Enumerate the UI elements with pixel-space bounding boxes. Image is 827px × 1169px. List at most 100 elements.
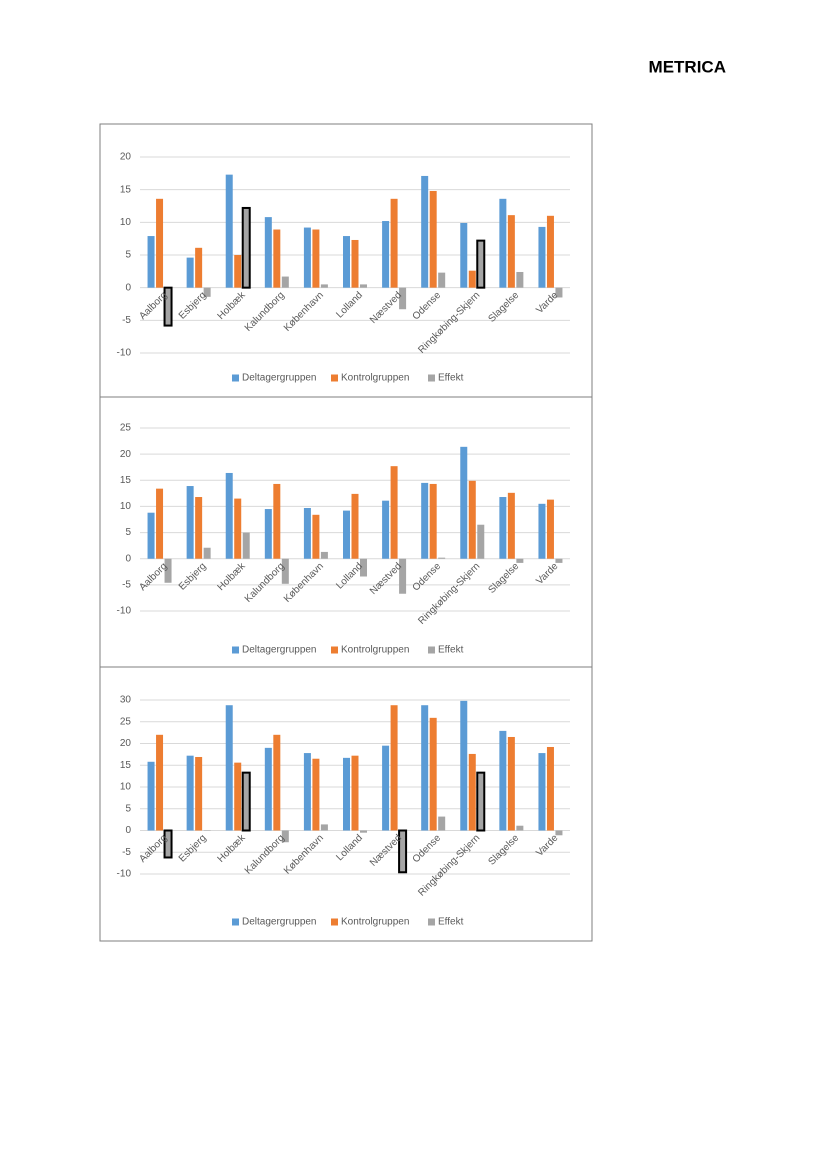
bar: [390, 466, 398, 559]
bar: [163, 829, 173, 859]
bar: [382, 745, 390, 831]
bar: [147, 512, 155, 559]
x-tick-label: Kalundborg: [243, 290, 287, 334]
bar: [390, 705, 398, 831]
bar: [555, 830, 563, 836]
bar: [546, 746, 554, 831]
bar: [156, 198, 164, 288]
x-tick-label: Odense: [411, 561, 444, 594]
bar: [303, 507, 311, 559]
bar: [242, 532, 250, 559]
bar: [351, 239, 359, 288]
bar: [421, 482, 429, 559]
bar: [186, 257, 194, 288]
x-tick-label: Esbjerg: [177, 290, 209, 322]
bar: [382, 221, 390, 288]
bar: [499, 497, 507, 559]
bar: [186, 755, 194, 831]
y-tick-label: 20: [120, 738, 132, 749]
bar: [516, 558, 524, 563]
bar: [499, 198, 507, 288]
y-tick-label: 0: [125, 553, 131, 564]
bar: [195, 247, 203, 288]
bar: [156, 734, 164, 831]
y-tick-label: 30: [120, 695, 132, 706]
bar: [507, 215, 515, 288]
bar: [399, 287, 407, 310]
legend-label: Kontrolgruppen: [341, 917, 409, 928]
bar: [281, 830, 289, 843]
x-tick-label: Varde: [534, 832, 560, 858]
legend-swatch: [331, 374, 338, 382]
y-tick-label: 20: [120, 449, 132, 460]
bar: [399, 558, 407, 594]
bar: [538, 226, 546, 288]
bar: [421, 705, 429, 831]
x-tick-label: Næstved: [368, 561, 404, 597]
x-tick-label: Slagelse: [486, 561, 521, 596]
bar: [429, 190, 437, 288]
brand: METRICA: [649, 57, 726, 76]
y-tick-label: -10: [117, 348, 132, 359]
y-tick-label: 5: [125, 527, 131, 538]
legend-label: Effekt: [438, 645, 464, 656]
bar: [429, 717, 437, 831]
bar: [186, 486, 194, 559]
bar: [225, 174, 233, 288]
legend-swatch: [428, 918, 435, 926]
bar: [421, 175, 429, 288]
bar: [234, 762, 242, 831]
legend-swatch: [232, 918, 239, 926]
x-tick-label: Kalundborg: [243, 561, 287, 605]
y-tick-label: 10: [120, 217, 132, 228]
bar: [360, 558, 367, 577]
bar: [273, 734, 281, 831]
bar: [468, 270, 476, 288]
y-tick-label: -10: [117, 606, 132, 617]
bar: [460, 700, 468, 831]
bar: [499, 730, 507, 831]
legend-label: Deltagergruppen: [242, 373, 317, 384]
bar: [281, 558, 289, 584]
bar: [303, 227, 311, 288]
y-tick-label: -10: [117, 869, 132, 880]
legend-swatch: [232, 646, 239, 654]
bar: [164, 558, 172, 583]
bar: [477, 524, 485, 559]
bar: [241, 206, 251, 289]
y-tick-label: 25: [120, 423, 132, 434]
x-tick-label: Lolland: [334, 833, 365, 864]
bar: [225, 705, 233, 831]
bar: [382, 500, 390, 559]
bar: [203, 547, 211, 559]
bar: [438, 557, 446, 559]
bar: [390, 198, 398, 288]
bar: [264, 747, 272, 831]
y-tick-label: 0: [125, 282, 131, 293]
bar: [538, 503, 546, 559]
bar: [429, 483, 437, 559]
bar: [195, 497, 203, 559]
y-tick-label: -5: [122, 847, 131, 858]
y-tick-label: 15: [120, 760, 132, 771]
bar: [320, 284, 328, 288]
bar: [264, 509, 272, 559]
bar: [360, 284, 367, 288]
bar: [507, 736, 515, 831]
x-tick-label: Esbjerg: [177, 833, 209, 865]
bar: [281, 276, 289, 288]
legend-swatch: [428, 646, 435, 654]
legend-swatch: [331, 918, 338, 926]
y-tick-label: 15: [120, 184, 132, 195]
y-tick-label: 15: [120, 475, 132, 486]
y-tick-label: -5: [122, 579, 131, 590]
bar: [195, 756, 203, 831]
legend-label: Deltagergruppen: [242, 917, 317, 928]
bar: [234, 498, 242, 559]
bar: [351, 493, 359, 559]
bar: [516, 271, 524, 288]
bar: [360, 830, 367, 833]
bar: [538, 753, 546, 831]
y-tick-label: 0: [125, 825, 131, 836]
bar: [438, 272, 446, 288]
